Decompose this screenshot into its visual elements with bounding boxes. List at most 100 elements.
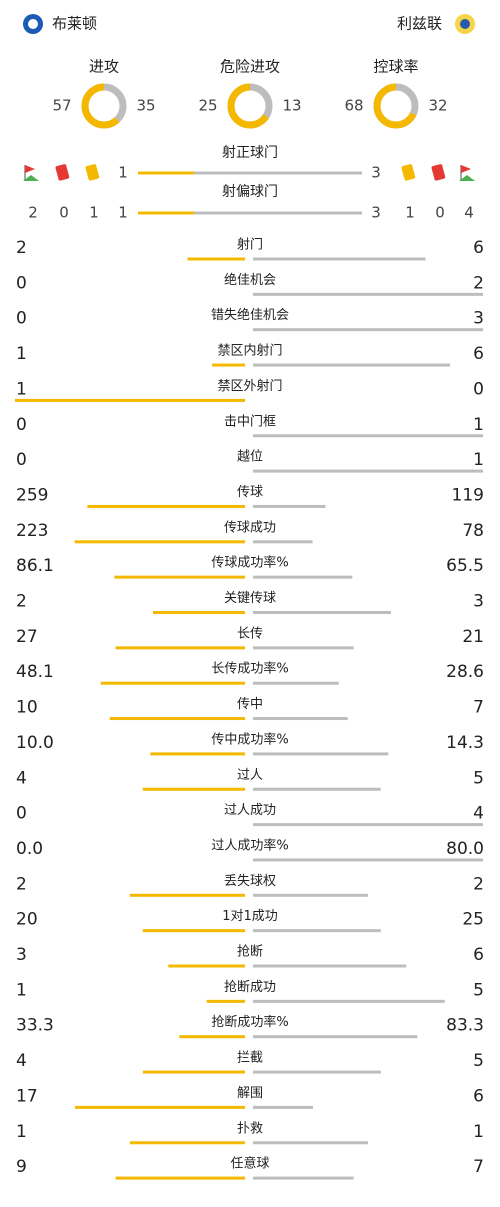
stat-away: 7 (473, 1157, 484, 1177)
stat-bar-home (142, 1070, 245, 1074)
stat-bar-away (253, 929, 381, 933)
stat-label: 长传成功率% (211, 661, 288, 677)
stat-bar-home (100, 681, 245, 685)
summary-home: 57 (52, 97, 71, 115)
stat-away: 14.3 (446, 733, 484, 753)
corners-count: 4 (464, 204, 474, 222)
stat-label: 传中 (237, 697, 263, 712)
stat-bar-away (253, 328, 483, 332)
stat-away: 3 (473, 309, 484, 329)
stat-label: 拦截 (237, 1051, 263, 1066)
stat-bar-home (142, 929, 245, 933)
corner-flag (461, 165, 471, 173)
stat-label: 关键传球 (224, 591, 276, 606)
stat-bar-away (253, 1141, 368, 1145)
yellow-count: 1 (405, 204, 415, 222)
stat-away: 28.6 (446, 662, 484, 682)
shots-away: 3 (371, 204, 381, 222)
stat-bar-away (253, 1070, 381, 1074)
stat-label: 绝佳机会 (224, 272, 276, 288)
stat-bar-away (253, 363, 451, 367)
stat-bar-away (253, 858, 483, 862)
stat-away: 0 (473, 379, 484, 399)
stat-home: 2 (16, 592, 27, 612)
stat-bar-away (253, 434, 483, 438)
stat-away: 6 (473, 238, 484, 258)
stat-away: 7 (473, 698, 484, 718)
stat-label: 1对1成功 (222, 909, 278, 924)
stat-bar-away (253, 1176, 354, 1180)
summary-label: 控球率 (373, 58, 418, 76)
shots-away: 3 (371, 164, 381, 182)
stat-label: 禁区内射门 (217, 343, 282, 359)
home-logo-inner (28, 19, 38, 29)
stat-home: 1 (16, 1122, 27, 1142)
stat-bar-away (253, 717, 348, 721)
stat-bar-away (253, 1105, 313, 1109)
stat-away: 21 (462, 627, 484, 647)
shots-bar-away (194, 211, 362, 215)
stat-bar-home (130, 1141, 245, 1145)
stat-away: 83.3 (446, 1016, 484, 1036)
stat-label: 扑救 (237, 1120, 263, 1136)
donut-home (373, 83, 419, 129)
yellow-card-icon (85, 164, 100, 181)
stat-bar-home (114, 575, 245, 579)
stat-bar-home (130, 893, 245, 897)
stat-home: 9 (16, 1157, 27, 1177)
stat-bar-away (253, 893, 368, 897)
stat-home: 3 (16, 945, 27, 965)
summary-away: 35 (136, 97, 155, 115)
stat-home: 48.1 (16, 662, 54, 682)
stat-away: 4 (473, 804, 484, 824)
stat-home: 86.1 (16, 556, 54, 576)
shots-label: 射偏球门 (222, 184, 278, 200)
stat-away: 80.0 (446, 839, 484, 859)
yellow-count: 1 (89, 204, 99, 222)
stat-label: 击中门框 (224, 414, 276, 429)
away-logo-inner (460, 19, 470, 29)
stat-bar-away (253, 257, 426, 261)
stat-bar-away (253, 469, 483, 473)
stat-label: 越位 (237, 450, 263, 465)
stat-away: 1 (473, 1122, 484, 1142)
summary-home: 68 (344, 97, 363, 115)
stat-home: 33.3 (16, 1016, 54, 1036)
stat-label: 解围 (237, 1086, 263, 1101)
stat-away: 3 (473, 592, 484, 612)
stat-bar-away (253, 646, 354, 650)
stat-label: 抢断成功率% (211, 1014, 288, 1030)
stat-bar-home (74, 540, 246, 544)
stat-home: 4 (16, 1051, 27, 1071)
stat-away: 2 (473, 874, 484, 894)
summary-label: 危险进攻 (220, 58, 280, 76)
shots-bar-home (138, 211, 194, 215)
stat-away: 119 (452, 485, 484, 505)
stat-home: 223 (16, 521, 48, 541)
stat-home: 1 (16, 344, 27, 364)
stat-away: 6 (473, 1086, 484, 1106)
stat-label: 禁区外射门 (217, 378, 282, 394)
stat-bar-home (168, 964, 245, 968)
summary-away: 32 (428, 97, 447, 115)
shots-bar-away (194, 171, 362, 175)
red-card-icon (431, 164, 446, 181)
stat-away: 1 (473, 450, 484, 470)
stat-home: 0 (16, 415, 27, 435)
corner-grass (459, 175, 475, 181)
stat-home: 0.0 (16, 839, 43, 859)
stat-bar-home (212, 363, 245, 367)
stat-bar-away (253, 823, 483, 827)
home-team: 布莱顿 (52, 15, 97, 33)
stat-label: 长传 (237, 626, 263, 641)
stat-bar-home (87, 504, 245, 508)
stat-bar-away (253, 964, 407, 968)
stat-home: 20 (16, 910, 38, 930)
stat-label: 过人成功 (224, 803, 276, 818)
stat-away: 78 (462, 521, 484, 541)
stat-away: 5 (473, 1051, 484, 1071)
stat-bar-away (253, 292, 483, 296)
stat-label: 抢断 (237, 944, 263, 960)
